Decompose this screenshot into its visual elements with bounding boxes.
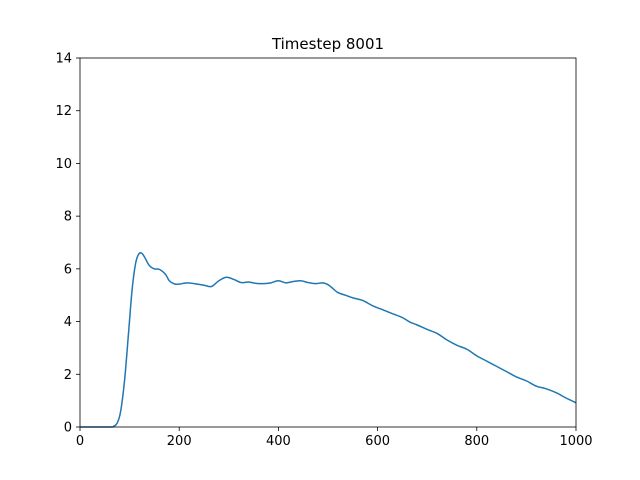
y-tick-label: 6 xyxy=(64,262,72,277)
x-tick-label: 800 xyxy=(464,434,489,449)
x-tick-label: 1000 xyxy=(559,434,592,449)
series-line xyxy=(79,252,577,428)
y-tick-label: 8 xyxy=(64,210,72,225)
plot-frame xyxy=(79,57,577,428)
chart-title: Timestep 8001 xyxy=(271,35,384,53)
x-tick-label: 200 xyxy=(167,434,192,449)
y-tick-label: 2 xyxy=(64,368,72,383)
x-tick-label: 400 xyxy=(266,434,291,449)
y-tick-label: 12 xyxy=(55,104,72,119)
y-tick-label: 0 xyxy=(64,421,72,436)
y-tick-label: 14 xyxy=(55,52,72,67)
y-tick-label: 4 xyxy=(64,315,72,330)
axis-ticks: 0 200 400 600 800 1000 0 2 4 6 8 10 12 14 xyxy=(55,52,592,450)
x-tick-label: 0 xyxy=(76,434,84,449)
x-tick-label: 600 xyxy=(365,434,390,449)
y-tick-label: 10 xyxy=(55,157,72,172)
